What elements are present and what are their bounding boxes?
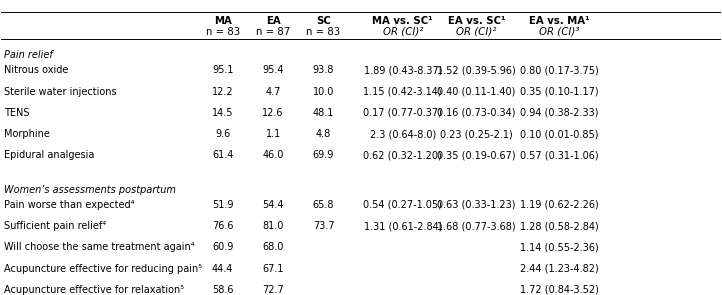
Text: Women’s assessments postpartum: Women’s assessments postpartum <box>4 185 176 194</box>
Text: 0.35 (0.10-1.17): 0.35 (0.10-1.17) <box>520 87 599 97</box>
Text: 14.5: 14.5 <box>212 108 233 118</box>
Text: 1.1: 1.1 <box>266 129 281 139</box>
Text: 76.6: 76.6 <box>212 221 233 231</box>
Text: 0.94 (0.38-2.33): 0.94 (0.38-2.33) <box>520 108 599 118</box>
Text: 4.7: 4.7 <box>266 87 281 97</box>
Text: 0.62 (0.32-1.20): 0.62 (0.32-1.20) <box>363 150 442 160</box>
Text: 2.3 (0.64-8.0): 2.3 (0.64-8.0) <box>370 129 436 139</box>
Text: Acupuncture effective for relaxation⁵: Acupuncture effective for relaxation⁵ <box>4 285 184 295</box>
Text: 10.0: 10.0 <box>313 87 334 97</box>
Text: 81.0: 81.0 <box>262 221 284 231</box>
Text: 93.8: 93.8 <box>313 65 334 76</box>
Text: 1.19 (0.62-2.26): 1.19 (0.62-2.26) <box>520 200 599 210</box>
Text: 58.6: 58.6 <box>212 285 233 295</box>
Text: 54.4: 54.4 <box>262 200 284 210</box>
Text: OR (CI)²: OR (CI)² <box>383 27 423 37</box>
Text: n = 83: n = 83 <box>306 27 341 37</box>
Text: 0.17 (0.77-0.37): 0.17 (0.77-0.37) <box>363 108 443 118</box>
Text: 1.68 (0.77-3.68): 1.68 (0.77-3.68) <box>437 221 516 231</box>
Text: 0.40 (0.11-1.40): 0.40 (0.11-1.40) <box>437 87 516 97</box>
Text: 9.6: 9.6 <box>215 129 230 139</box>
Text: 0.54 (0.27-1.05): 0.54 (0.27-1.05) <box>363 200 443 210</box>
Text: 0.63 (0.33-1.23): 0.63 (0.33-1.23) <box>437 200 516 210</box>
Text: 65.8: 65.8 <box>313 200 334 210</box>
Text: 69.9: 69.9 <box>313 150 334 160</box>
Text: 0.80 (0.17-3.75): 0.80 (0.17-3.75) <box>520 65 599 76</box>
Text: 48.1: 48.1 <box>313 108 334 118</box>
Text: 1.52 (0.39-5.96): 1.52 (0.39-5.96) <box>437 65 516 76</box>
Text: 1.89 (0.43-8.37): 1.89 (0.43-8.37) <box>364 65 442 76</box>
Text: 68.0: 68.0 <box>262 242 284 252</box>
Text: 60.9: 60.9 <box>212 242 233 252</box>
Text: n = 83: n = 83 <box>206 27 240 37</box>
Text: 0.57 (0.31-1.06): 0.57 (0.31-1.06) <box>520 150 599 160</box>
Text: 0.23 (0.25-2.1): 0.23 (0.25-2.1) <box>440 129 513 139</box>
Text: 44.4: 44.4 <box>212 263 233 273</box>
Text: 12.6: 12.6 <box>262 108 284 118</box>
Text: MA: MA <box>214 16 232 26</box>
Text: 73.7: 73.7 <box>313 221 334 231</box>
Text: 0.35 (0.19-0.67): 0.35 (0.19-0.67) <box>437 150 516 160</box>
Text: Nitrous oxide: Nitrous oxide <box>4 65 69 76</box>
Text: 0.16 (0.73-0.34): 0.16 (0.73-0.34) <box>437 108 516 118</box>
Text: MA vs. SC¹: MA vs. SC¹ <box>373 16 433 26</box>
Text: 95.4: 95.4 <box>262 65 284 76</box>
Text: Acupuncture effective for reducing pain⁵: Acupuncture effective for reducing pain⁵ <box>4 263 202 273</box>
Text: 1.15 (0.42-3.14): 1.15 (0.42-3.14) <box>363 87 442 97</box>
Text: EA vs. SC¹: EA vs. SC¹ <box>448 16 505 26</box>
Text: TENS: TENS <box>4 108 30 118</box>
Text: 1.28 (0.58-2.84): 1.28 (0.58-2.84) <box>520 221 599 231</box>
Text: 1.72 (0.84-3.52): 1.72 (0.84-3.52) <box>520 285 599 295</box>
Text: 51.9: 51.9 <box>212 200 233 210</box>
Text: Pain worse than expected⁴: Pain worse than expected⁴ <box>4 200 135 210</box>
Text: OR (CI)²: OR (CI)² <box>456 27 497 37</box>
Text: 61.4: 61.4 <box>212 150 233 160</box>
Text: 1.14 (0.55-2.36): 1.14 (0.55-2.36) <box>520 242 599 252</box>
Text: 0.10 (0.01-0.85): 0.10 (0.01-0.85) <box>520 129 599 139</box>
Text: n = 87: n = 87 <box>256 27 290 37</box>
Text: Epidural analgesia: Epidural analgesia <box>4 150 95 160</box>
Text: Morphine: Morphine <box>4 129 50 139</box>
Text: 4.8: 4.8 <box>316 129 331 139</box>
Text: EA vs. MA¹: EA vs. MA¹ <box>529 16 589 26</box>
Text: 67.1: 67.1 <box>262 263 284 273</box>
Text: Pain relief: Pain relief <box>4 50 53 60</box>
Text: 95.1: 95.1 <box>212 65 233 76</box>
Text: EA: EA <box>266 16 280 26</box>
Text: SC: SC <box>316 16 331 26</box>
Text: 1.31 (0.61-2.84): 1.31 (0.61-2.84) <box>364 221 442 231</box>
Text: 72.7: 72.7 <box>262 285 284 295</box>
Text: 46.0: 46.0 <box>262 150 284 160</box>
Text: 12.2: 12.2 <box>212 87 233 97</box>
Text: OR (CI)³: OR (CI)³ <box>539 27 579 37</box>
Text: 2.44 (1.23-4.82): 2.44 (1.23-4.82) <box>520 263 599 273</box>
Text: Sterile water injections: Sterile water injections <box>4 87 117 97</box>
Text: Sufficient pain relief⁴: Sufficient pain relief⁴ <box>4 221 106 231</box>
Text: Will choose the same treatment again⁴: Will choose the same treatment again⁴ <box>4 242 195 252</box>
